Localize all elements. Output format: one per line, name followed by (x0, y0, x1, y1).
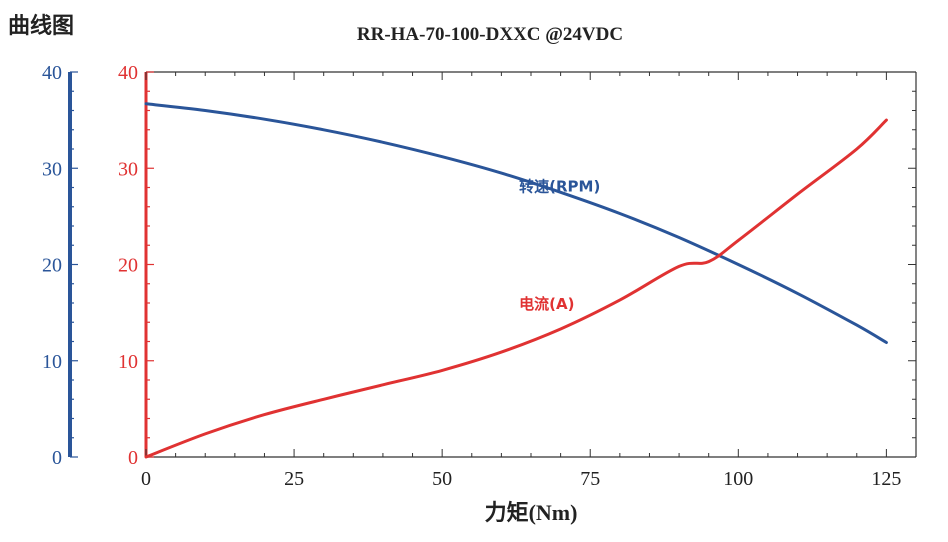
x-tick-label: 75 (580, 468, 600, 490)
inner-tick-label: 30 (118, 158, 138, 180)
x-tick-label: 25 (284, 468, 304, 490)
plot-frame (146, 71, 917, 458)
left-tick-label: 10 (42, 351, 62, 373)
x-tick-label: 100 (723, 468, 753, 490)
series-labels: 转速(RPM) 电流(A) (519, 177, 600, 312)
left-tick-label: 40 (42, 62, 62, 84)
inner-tick-label: 0 (128, 447, 138, 469)
left-tick-label: 20 (42, 255, 62, 277)
current-series-line (144, 118, 888, 459)
left-tick-label: 0 (52, 447, 62, 469)
inner-tick-label: 10 (118, 351, 138, 373)
x-tick-label: 125 (871, 468, 901, 490)
inner-tick-label: 20 (118, 255, 138, 277)
current-series-label: 电流(A) (519, 295, 574, 313)
page-title: 曲线图 (8, 14, 75, 39)
x-tick-label: 0 (141, 468, 151, 490)
inner-y-axis: 0 10 20 30 40 (118, 62, 154, 469)
rpm-series-line (144, 102, 888, 344)
x-axis: 0 25 50 75 100 125 (141, 71, 917, 490)
x-tick-label: 50 (432, 468, 452, 490)
chart-title: RR-HA-70-100-DXXC @24VDC (356, 24, 624, 45)
left-tick-label: 30 (42, 158, 62, 180)
left-y-axis: 0 10 20 30 40 (42, 62, 78, 469)
inner-tick-label: 40 (118, 62, 138, 84)
x-axis-label: 力矩(Nm) (485, 500, 578, 525)
series-lines (144, 102, 888, 459)
rpm-series-label: 转速(RPM) (519, 177, 600, 195)
